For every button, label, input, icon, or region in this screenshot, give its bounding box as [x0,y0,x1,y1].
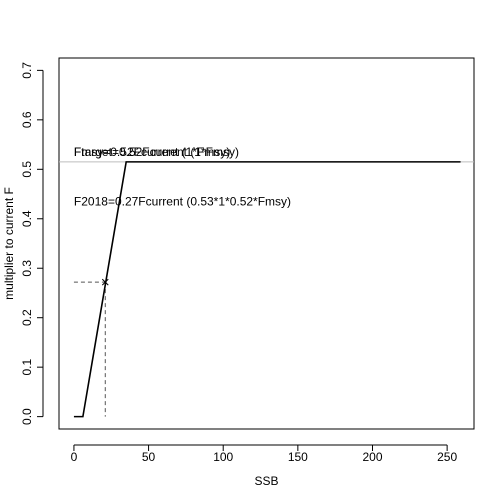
x-axis-label: SSB [254,474,278,488]
y-tick-label: 0.2 [20,309,34,326]
current-point-marker [101,278,109,286]
annotation-1: Ftarget=0.52Fcurrent (1*Fmsy) [74,145,239,159]
x-tick-label: 100 [213,450,233,464]
x-tick-label: 150 [288,450,308,464]
x-tick-label: 250 [437,450,457,464]
annotation-0: Fmsy=0.52Fcurrent (1*Fmsy) [74,145,230,159]
series-line-0 [73,161,461,418]
y-tick-label: 0.5 [20,161,34,178]
plot-box [58,57,475,430]
y-tick-label: 0.1 [20,359,34,376]
y-tick-label: 0.6 [20,111,34,128]
y-tick-label: 0.0 [20,408,34,425]
annotation-2: F2018=0.27Fcurrent (0.53*1*0.52*Fmsy) [74,194,291,208]
y-tick-label: 0.7 [20,62,34,79]
y-axis-label: multiplier to current F [2,187,16,300]
x-tick-label: 50 [142,450,156,464]
x-tick-label: 0 [71,450,78,464]
y-tick-label: 0.4 [20,210,34,227]
x-tick-label: 200 [362,450,382,464]
y-tick-label: 0.3 [20,260,34,277]
